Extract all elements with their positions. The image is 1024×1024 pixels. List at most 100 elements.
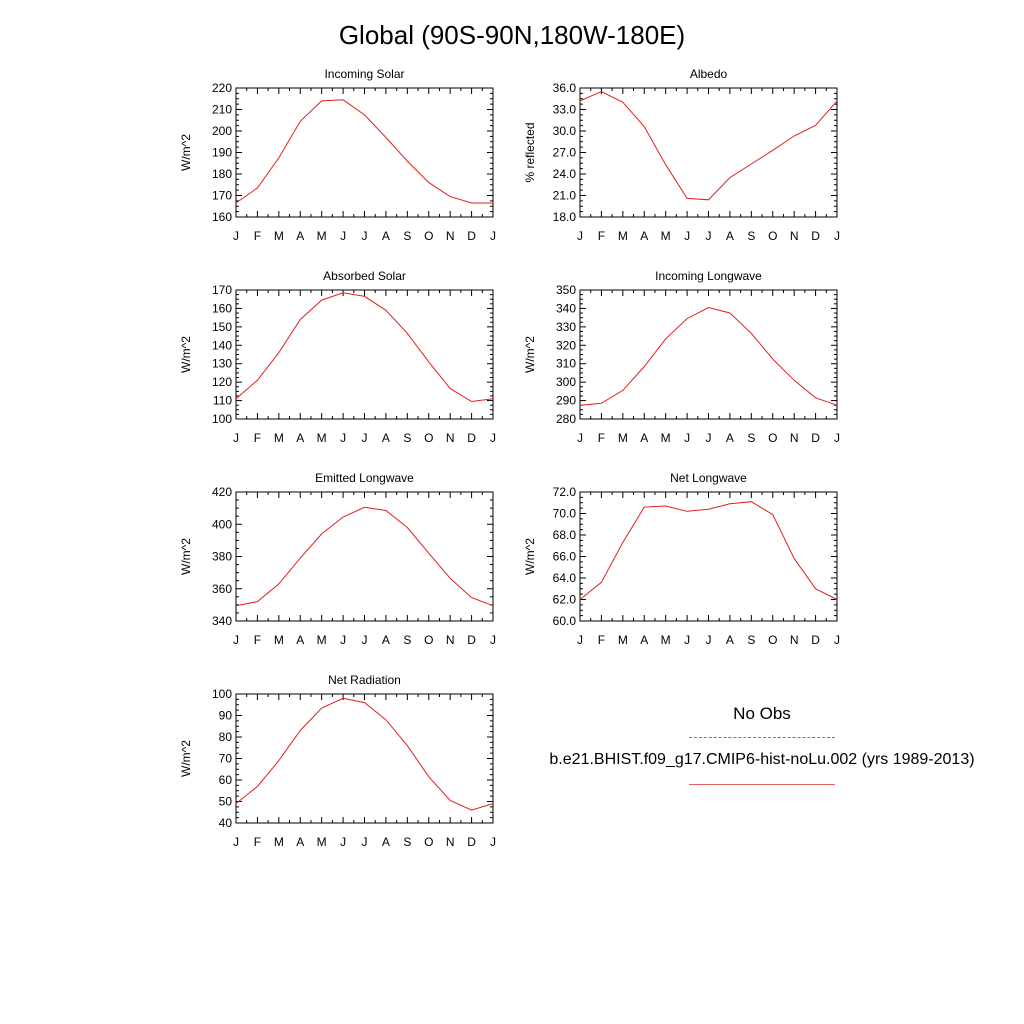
x-tick-label: A bbox=[726, 229, 734, 243]
x-tick-label: J bbox=[834, 633, 840, 647]
y-tick-label: 310 bbox=[556, 357, 576, 371]
x-tick-label: M bbox=[317, 835, 327, 849]
plot-frame bbox=[579, 491, 838, 622]
y-tick-label: 140 bbox=[212, 338, 232, 352]
series-line bbox=[579, 306, 838, 406]
series-line bbox=[235, 99, 493, 204]
x-tick-label: J bbox=[706, 633, 712, 647]
series-line bbox=[235, 697, 494, 811]
x-tick-label: A bbox=[296, 229, 304, 243]
y-tick-label: 110 bbox=[213, 394, 232, 408]
x-tick-label: S bbox=[403, 835, 411, 849]
y-tick-label: 170 bbox=[212, 283, 232, 297]
legend-label-obs: No Obs bbox=[733, 704, 791, 723]
plot-frame bbox=[235, 289, 494, 420]
legend-line-obs bbox=[689, 737, 835, 738]
y-tick-label: 300 bbox=[556, 375, 576, 389]
y-tick-label: 66.0 bbox=[553, 550, 577, 564]
y-tick-label: 120 bbox=[212, 375, 232, 389]
y-tick-label: 320 bbox=[556, 338, 576, 352]
x-tick-label: O bbox=[768, 229, 777, 243]
x-tick-label: F bbox=[598, 633, 605, 647]
x-tick-label: O bbox=[424, 229, 433, 243]
y-tick-label: 72.0 bbox=[553, 485, 577, 499]
y-tick-label: 27.0 bbox=[553, 146, 577, 160]
plot-frame bbox=[235, 491, 494, 622]
y-tick-label: 340 bbox=[556, 301, 576, 315]
x-tick-label: M bbox=[317, 431, 327, 445]
x-tick-label: M bbox=[274, 229, 284, 243]
legend-label-case: b.e21.BHIST.f09_g17.CMIP6-hist-noLu.002 … bbox=[549, 751, 975, 768]
y-tick-label: 60 bbox=[219, 773, 233, 787]
x-tick-label: J bbox=[233, 835, 239, 849]
x-tick-label: S bbox=[747, 229, 755, 243]
y-tick-label: 350 bbox=[556, 283, 576, 297]
x-tick-label: M bbox=[317, 633, 327, 647]
chart-title: Albedo bbox=[690, 67, 728, 81]
y-tick-label: 36.0 bbox=[553, 81, 577, 95]
chart-title: Incoming Solar bbox=[324, 67, 404, 81]
x-tick-label: N bbox=[446, 835, 455, 849]
chart-title: Net Longwave bbox=[670, 471, 747, 485]
y-tick-label: 330 bbox=[556, 320, 576, 334]
y-axis-label: W/m^2 bbox=[523, 538, 537, 575]
x-tick-label: O bbox=[424, 431, 433, 445]
y-tick-label: 40 bbox=[219, 816, 233, 830]
x-tick-label: S bbox=[403, 229, 411, 243]
y-tick-label: 190 bbox=[212, 146, 232, 160]
y-tick-label: 280 bbox=[556, 412, 576, 426]
y-tick-label: 160 bbox=[212, 301, 232, 315]
page-title: Global (90S-90N,180W-180E) bbox=[338, 20, 686, 50]
y-tick-label: 100 bbox=[212, 687, 232, 701]
y-tick-label: 68.0 bbox=[553, 528, 577, 542]
x-tick-label: F bbox=[254, 431, 261, 445]
plot-frame bbox=[235, 693, 494, 824]
x-tick-label: J bbox=[340, 229, 346, 243]
x-tick-label: J bbox=[706, 431, 712, 445]
x-tick-label: J bbox=[684, 431, 690, 445]
x-tick-label: D bbox=[811, 229, 820, 243]
y-tick-label: 90 bbox=[219, 709, 233, 723]
x-tick-label: D bbox=[467, 229, 476, 243]
x-tick-label: N bbox=[790, 229, 799, 243]
chart-title: Incoming Longwave bbox=[655, 269, 762, 283]
x-tick-label: J bbox=[490, 431, 496, 445]
x-tick-label: M bbox=[618, 229, 628, 243]
x-tick-label: J bbox=[577, 229, 583, 243]
x-tick-label: M bbox=[274, 633, 284, 647]
x-tick-label: N bbox=[790, 633, 799, 647]
x-tick-label: O bbox=[768, 431, 777, 445]
y-tick-label: 180 bbox=[212, 167, 232, 181]
x-tick-label: S bbox=[403, 431, 411, 445]
x-tick-label: J bbox=[684, 633, 690, 647]
y-tick-label: 290 bbox=[556, 394, 576, 408]
x-tick-label: J bbox=[362, 229, 368, 243]
x-tick-label: N bbox=[446, 229, 455, 243]
x-tick-label: J bbox=[340, 431, 346, 445]
y-tick-label: 64.0 bbox=[553, 571, 577, 585]
y-axis-label: W/m^2 bbox=[179, 134, 193, 171]
x-tick-label: M bbox=[274, 835, 284, 849]
x-tick-label: J bbox=[340, 835, 346, 849]
y-tick-label: 220 bbox=[212, 81, 232, 95]
x-tick-label: N bbox=[446, 431, 455, 445]
y-tick-label: 160 bbox=[212, 210, 232, 224]
plot-frame bbox=[579, 87, 838, 218]
x-tick-label: J bbox=[834, 229, 840, 243]
y-axis-label: W/m^2 bbox=[179, 538, 193, 575]
y-tick-label: 80 bbox=[219, 730, 233, 744]
series-line bbox=[579, 501, 838, 600]
x-tick-label: J bbox=[233, 229, 239, 243]
x-tick-label: A bbox=[296, 431, 304, 445]
x-tick-label: J bbox=[340, 633, 346, 647]
x-tick-label: A bbox=[640, 229, 648, 243]
x-tick-label: J bbox=[490, 835, 496, 849]
y-tick-label: 380 bbox=[212, 550, 232, 564]
legend-line-case bbox=[689, 784, 835, 785]
x-tick-label: D bbox=[467, 431, 476, 445]
